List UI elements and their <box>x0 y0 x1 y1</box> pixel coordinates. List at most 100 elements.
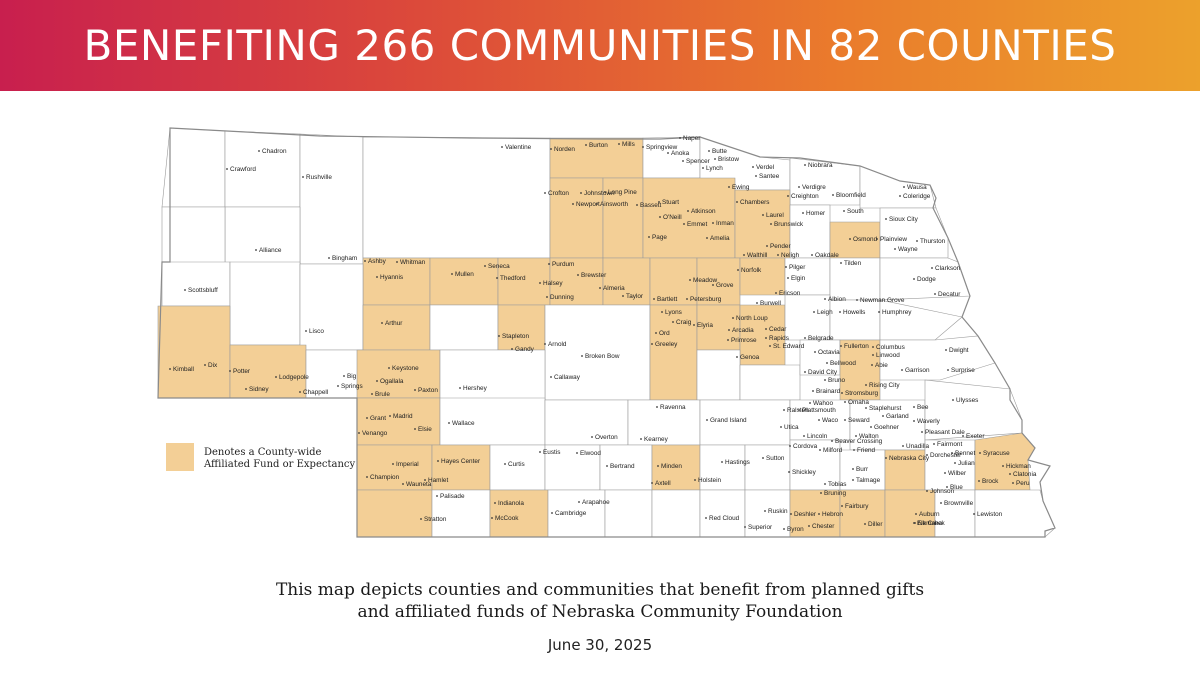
town-dot <box>366 417 368 419</box>
town-dot <box>667 152 669 154</box>
town-dot <box>642 146 644 148</box>
town-dot <box>548 263 550 265</box>
town-label: Holstein <box>698 477 722 484</box>
town-label: Whitman <box>400 259 426 266</box>
town-dot <box>849 238 851 240</box>
town-dot <box>364 260 366 262</box>
town-label: Ralston <box>787 407 809 414</box>
town-label: Elyria <box>697 322 713 329</box>
county <box>299 263 364 351</box>
town-label: Ewing <box>732 184 750 191</box>
town-label: Pender <box>770 243 791 250</box>
town-dot <box>226 168 228 170</box>
town-label: Scottsbluff <box>188 287 218 294</box>
town-dot <box>706 419 708 421</box>
town-label: Friend <box>857 447 876 454</box>
town-dot <box>885 218 887 220</box>
town-dot <box>840 262 842 264</box>
town-label: Mills <box>622 141 635 148</box>
town-label: Leigh <box>817 309 833 316</box>
town-dot <box>496 277 498 279</box>
town-label: Santee <box>759 173 780 180</box>
town-dot <box>655 332 657 334</box>
town-dot <box>798 186 800 188</box>
town-dot <box>783 528 785 530</box>
town-dot <box>762 457 764 459</box>
town-label: Ashby <box>368 258 387 265</box>
town-dot <box>706 237 708 239</box>
town-label: Petersburg <box>690 296 722 303</box>
town-dot <box>878 311 880 313</box>
town-dot <box>921 431 923 433</box>
town-label: Rising City <box>869 382 900 389</box>
town-dot <box>402 483 404 485</box>
town-label: Norfolk <box>741 267 762 274</box>
county <box>784 294 831 341</box>
town-label: Hayes Center <box>441 458 481 465</box>
town-dot <box>811 254 813 256</box>
town-dot <box>766 245 768 247</box>
town-label: Red Cloud <box>709 515 740 522</box>
county <box>829 299 881 341</box>
town-label: Lynch <box>706 165 723 172</box>
town-label: Page <box>652 234 667 241</box>
town-dot <box>705 517 707 519</box>
town-dot <box>787 277 789 279</box>
town-label: North Loup <box>736 315 768 322</box>
town-dot <box>728 186 730 188</box>
town-dot <box>648 236 650 238</box>
town-label: Verdigre <box>802 184 826 191</box>
town-label: Pilger <box>789 264 806 271</box>
town-label: Dwight <box>949 347 969 354</box>
town-label: Octavia <box>818 349 840 356</box>
town-label: Hamlet <box>428 477 448 484</box>
town-dot <box>844 401 846 403</box>
town-dot <box>940 502 942 504</box>
town-label: Coleridge <box>903 193 931 200</box>
town-dot <box>802 212 804 214</box>
town-label: Almeria <box>603 285 625 292</box>
town-label: Lodgepole <box>279 374 309 381</box>
town-label: Alliance <box>259 247 282 254</box>
town-label: Humphrey <box>882 309 912 316</box>
county <box>161 206 226 265</box>
town-label: Waco <box>822 417 839 424</box>
caption-line1: This map depicts counties and communitie… <box>275 580 925 600</box>
title-banner: BENEFITING 266 COMMUNITIES IN 82 COUNTIE… <box>0 0 1200 91</box>
town-label: Brewster <box>581 272 607 279</box>
town-label: Bertrand <box>610 463 635 470</box>
town-label: Newport <box>576 201 600 208</box>
town-label: Stratton <box>424 516 447 523</box>
town-dot <box>979 452 981 454</box>
town-label: Verdel <box>756 164 774 171</box>
county <box>161 127 226 208</box>
town-dot <box>689 279 691 281</box>
town-label: Garland <box>886 413 909 420</box>
town-label: Bennet <box>955 450 975 457</box>
town-label: Walton <box>859 433 879 440</box>
town-dot <box>581 355 583 357</box>
town-label: Nebraska City <box>889 455 930 462</box>
town-label: Sioux City <box>889 216 919 223</box>
town-label: Byron <box>787 526 804 533</box>
town-label: Chappell <box>303 389 328 396</box>
town-dot <box>436 495 438 497</box>
town-dot <box>855 435 857 437</box>
town-dot <box>622 295 624 297</box>
town-label: O'Neill <box>663 214 682 221</box>
town-label: Indianola <box>498 500 524 507</box>
town-dot <box>765 337 767 339</box>
town-label: Johnson <box>930 488 955 495</box>
town-label: Wayne <box>898 246 918 253</box>
town-dot <box>392 463 394 465</box>
town-label: Kearney <box>644 436 669 443</box>
town-label: Elgin <box>791 275 806 282</box>
town-label: Laurel <box>766 212 784 219</box>
town-dot <box>389 415 391 417</box>
town-label: Pleasant Dale <box>925 429 965 436</box>
town-label: Johnstown <box>584 190 615 197</box>
town-dot <box>913 406 915 408</box>
town-label: Bloomfield <box>836 192 866 199</box>
town-dot <box>755 175 757 177</box>
town-dot <box>876 238 878 240</box>
